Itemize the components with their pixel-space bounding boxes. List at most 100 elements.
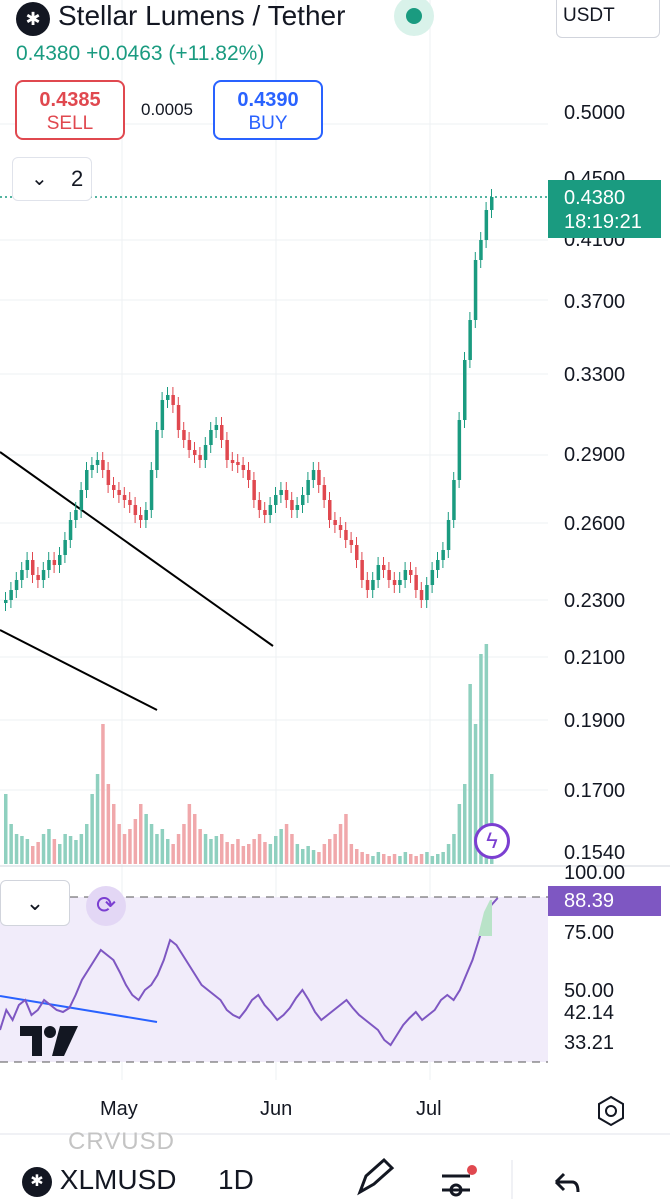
rsi-value-tag: 88.39 [548,886,661,916]
candle [20,570,24,580]
bottom-symbol-label: XLMUSD [59,1164,177,1195]
volume-bar [133,819,138,864]
candle [436,560,440,570]
volume-bar [409,854,413,864]
candle [425,585,429,600]
volume-bar [306,846,310,864]
volume-bar [387,856,391,864]
draw-pencil-icon [357,1157,395,1196]
volume-bar [349,844,354,864]
candle [236,462,240,465]
candle [176,405,181,430]
candle [9,590,13,600]
volume-bar [268,844,273,864]
candle [79,490,84,510]
candle [274,495,278,505]
volume-bar [473,724,478,864]
volume-bar [446,844,451,864]
candle [371,580,375,590]
candle [322,485,327,500]
last-price-tag-value: 0.4380 [564,187,626,209]
volume-bar [263,842,267,864]
symbol-title[interactable]: Stellar Lumens / Tether [58,0,346,31]
volume-bar [25,839,30,864]
candle [430,570,435,585]
price-tick: 0.3300 [564,364,626,386]
candle [14,580,19,590]
volume-bar [31,846,35,864]
candle [398,580,402,585]
candle [284,490,289,500]
candle [74,510,78,520]
candle [182,430,186,440]
volume-bar [338,824,343,864]
volume-bar [398,856,402,864]
candle [328,500,332,520]
candle [166,395,170,400]
volume-bar [247,844,251,864]
candle [144,510,148,520]
volume-bar [203,834,208,864]
candle [365,580,370,590]
volume-bar [128,829,132,864]
symbol-search-button[interactable]: ✱ XLMUSD [22,1164,176,1197]
volume-bar [257,834,262,864]
candle [317,470,321,485]
volume-bar [20,836,24,864]
time-label: May [100,1098,138,1120]
candle [133,505,138,515]
last-price-tag: 0.4380 18:19:21 [548,180,661,238]
rsi-collapse-button[interactable]: ⌄ [0,880,70,926]
buy-price: 0.4390 [237,89,299,111]
volume-bar [176,834,181,864]
candle [382,565,386,570]
volume-bars [4,644,494,864]
volume-bar [144,814,148,864]
interval-button[interactable]: 1D [218,1164,254,1195]
indicators-collapse-button[interactable]: ⌄ 2 [12,157,92,201]
volume-bar [79,834,84,864]
chart-settings-icon[interactable] [596,1096,626,1126]
volume-bar [279,829,283,864]
volume-bar [68,836,73,864]
chevron-down-icon: ⌄ [25,890,45,915]
volume-bar [171,844,175,864]
settings-hexagon-outline [598,1095,624,1127]
stellar-logo-icon: ✱ [16,2,50,36]
sync-icon[interactable]: ⟳ [86,886,126,926]
candle [311,470,316,480]
rsi-tick: 75.00 [564,922,615,944]
candle [214,425,219,430]
candle [333,520,337,525]
volume-bar [106,784,111,864]
candle [446,520,451,550]
candle [355,545,359,560]
price-change-line: 0.4380 +0.0463 (+11.82%) [16,42,264,66]
volume-bar [252,839,256,864]
currency-select[interactable]: USDT [556,0,660,38]
candle [47,560,51,570]
volume-bar [490,774,494,864]
volume-bar [155,834,159,864]
bar-countdown: 18:19:21 [564,211,642,233]
candle [220,425,224,440]
candle [139,515,143,520]
volume-bar [193,814,197,864]
candle [155,430,159,470]
volume-bar [187,804,192,864]
candle [295,505,300,510]
candle [441,550,445,560]
flash-icon[interactable]: ϟ [474,823,510,859]
volume-bar [284,824,289,864]
volume-bar [63,834,67,864]
buy-button[interactable]: 0.4390 BUY [213,80,323,140]
candle [225,440,229,460]
sell-button[interactable]: 0.4385 SELL [15,80,125,140]
volume-bar [425,852,429,864]
candle [241,465,246,470]
candle [263,510,267,515]
candle [41,570,46,580]
candle [52,560,57,565]
volume-bar [122,834,127,864]
